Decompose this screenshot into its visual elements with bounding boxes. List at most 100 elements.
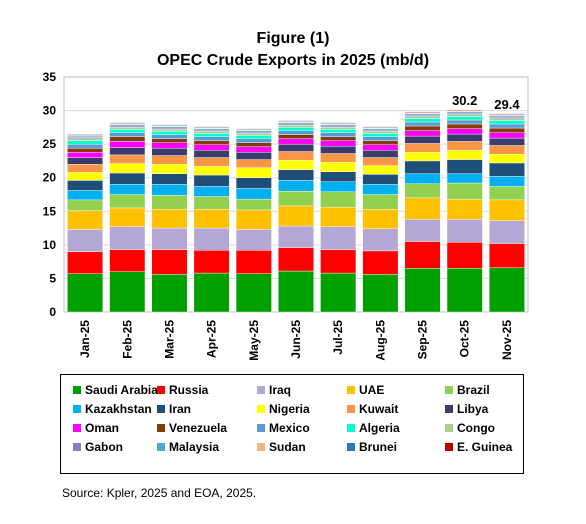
bar-segment bbox=[405, 219, 440, 241]
legend-swatch bbox=[257, 443, 265, 451]
x-tick-label: Oct-25 bbox=[458, 320, 472, 358]
x-tick-label: Apr-25 bbox=[205, 320, 219, 358]
bar-segment bbox=[67, 134, 102, 135]
bar-segment bbox=[67, 136, 102, 137]
bar-segment bbox=[489, 119, 524, 121]
legend-label: Malaysia bbox=[169, 439, 219, 455]
bar-segment bbox=[405, 161, 440, 174]
bar-segment bbox=[110, 208, 145, 227]
bar-segment bbox=[67, 152, 102, 157]
bar-segment bbox=[447, 242, 482, 268]
bar-segment bbox=[363, 229, 398, 251]
legend-swatch bbox=[73, 405, 81, 413]
legend-label: Kuwait bbox=[359, 401, 398, 417]
y-tick-label: 15 bbox=[43, 204, 57, 218]
bar-segment bbox=[405, 136, 440, 143]
bar-segment bbox=[278, 123, 313, 124]
bar-segment bbox=[363, 166, 398, 175]
bar-segment bbox=[67, 144, 102, 148]
x-tick-label: Sep-25 bbox=[416, 320, 430, 360]
bar-segment bbox=[110, 195, 145, 208]
legend-swatch bbox=[257, 386, 265, 394]
bar-segment bbox=[194, 273, 229, 312]
bar-segment bbox=[405, 198, 440, 219]
bar-segment bbox=[489, 114, 524, 115]
bar-segment bbox=[236, 139, 271, 143]
bar-segment bbox=[67, 172, 102, 180]
bar-segment bbox=[405, 268, 440, 312]
legend-label: Brunei bbox=[359, 439, 397, 455]
x-tick-label: Jun-25 bbox=[289, 320, 303, 359]
legend-swatch bbox=[445, 443, 453, 451]
bar-segment bbox=[67, 211, 102, 230]
bar-segment bbox=[152, 128, 187, 129]
bar-segment bbox=[405, 184, 440, 198]
bar-segment bbox=[152, 143, 187, 148]
legend-label: Nigeria bbox=[269, 401, 310, 417]
bar-segment bbox=[67, 274, 102, 312]
bar-segment bbox=[194, 158, 229, 167]
bar-segment bbox=[320, 182, 355, 192]
bar-segment bbox=[489, 116, 524, 117]
bar-segment bbox=[236, 133, 271, 135]
bar-segment bbox=[489, 124, 524, 128]
bar-segment bbox=[236, 250, 271, 274]
bar-segment bbox=[110, 129, 145, 132]
bar-segment bbox=[194, 141, 229, 145]
bar-segment bbox=[447, 174, 482, 183]
bar-segment bbox=[320, 207, 355, 226]
bar-segment bbox=[110, 148, 145, 155]
bar-segment bbox=[363, 141, 398, 145]
bar-segment bbox=[152, 250, 187, 275]
y-tick-label: 10 bbox=[43, 238, 57, 252]
bar-segment bbox=[278, 271, 313, 312]
bar-segment bbox=[110, 133, 145, 137]
bar-segment bbox=[152, 184, 187, 195]
legend-label: Libya bbox=[457, 401, 488, 417]
bar-segment bbox=[110, 227, 145, 250]
bar-segment bbox=[194, 209, 229, 228]
bar-segment bbox=[489, 221, 524, 244]
legend-swatch bbox=[157, 386, 165, 394]
bar-segment bbox=[194, 150, 229, 157]
bar-segment bbox=[489, 121, 524, 124]
chart-legend: Saudi Arabia Russia Iraq UAE Brazil Kazakhsta… bbox=[60, 374, 524, 474]
legend-label: Algeria bbox=[359, 420, 400, 436]
bar-segment bbox=[447, 117, 482, 120]
bar-segment bbox=[447, 160, 482, 174]
bar-segment bbox=[363, 174, 398, 184]
bar-segment bbox=[447, 141, 482, 150]
bar-segment bbox=[320, 154, 355, 163]
bar-segment bbox=[447, 124, 482, 129]
bar-segment bbox=[152, 139, 187, 143]
bar-segment bbox=[320, 125, 355, 126]
legend-swatch bbox=[445, 424, 453, 432]
bar-segment bbox=[194, 186, 229, 196]
bar-segment bbox=[320, 129, 355, 132]
bar-segment bbox=[447, 219, 482, 242]
bar-segment bbox=[405, 115, 440, 116]
legend-label: Iran bbox=[169, 401, 191, 417]
bar-segment bbox=[110, 184, 145, 194]
legend-swatch bbox=[73, 386, 81, 394]
bar-segment bbox=[320, 127, 355, 129]
y-tick-label: 5 bbox=[49, 271, 56, 285]
bar-segment bbox=[447, 113, 482, 114]
bar-segment bbox=[110, 250, 145, 272]
bar-segment bbox=[278, 191, 313, 206]
legend-label: E. Guinea bbox=[457, 439, 512, 455]
bar-segment bbox=[320, 192, 355, 207]
y-tick-label: 25 bbox=[43, 137, 57, 151]
bar-segment bbox=[194, 131, 229, 133]
bar-segment bbox=[320, 172, 355, 182]
bar-segment bbox=[152, 174, 187, 185]
x-tick-label: Jul-25 bbox=[331, 320, 345, 355]
total-label: 29.4 bbox=[494, 97, 520, 112]
total-label: 30.2 bbox=[452, 93, 477, 108]
bar-segment bbox=[447, 115, 482, 117]
bar-segment bbox=[363, 129, 398, 130]
bar-segment bbox=[67, 158, 102, 165]
bar-segment bbox=[447, 183, 482, 199]
bar-segment bbox=[194, 133, 229, 136]
bar-segment bbox=[110, 137, 145, 142]
